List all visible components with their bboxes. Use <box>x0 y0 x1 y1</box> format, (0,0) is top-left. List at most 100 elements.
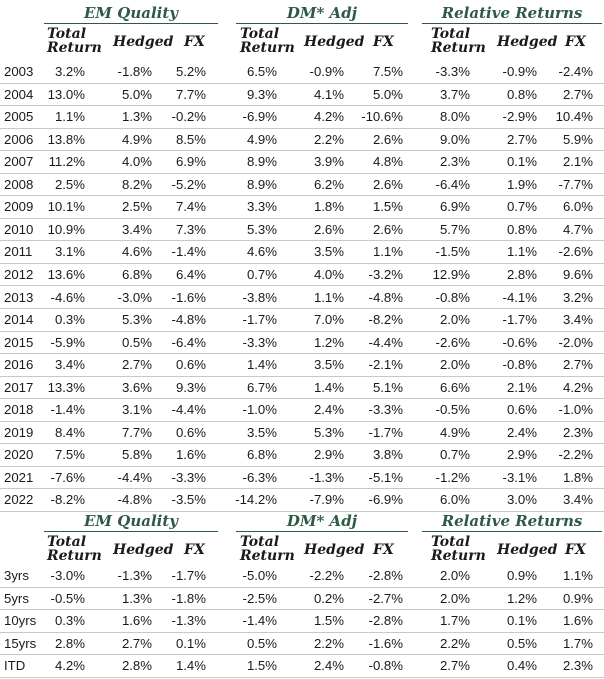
table-cell: 0.7% <box>506 199 537 215</box>
col-header-total-return: Total Return <box>240 534 295 564</box>
table-cell: 7.3% <box>175 221 206 237</box>
table-cell: -0.9% <box>502 64 537 79</box>
table-cell: 2.4% <box>506 424 537 440</box>
col-header-hedged: Hedged <box>113 542 174 558</box>
table-cell: 6.0% <box>562 199 593 215</box>
table-cell: -3.0% <box>50 568 85 583</box>
table-cell: 5.1% <box>372 379 403 395</box>
table-cell: -5.1% <box>368 469 403 485</box>
row-label: 2022 <box>4 492 34 508</box>
table-cell: -1.7% <box>368 424 403 440</box>
row-label: 2010 <box>4 221 34 237</box>
table-cell: 8.4% <box>54 424 85 440</box>
table-cell: -1.7% <box>171 568 206 583</box>
table-cell: -0.8% <box>368 658 403 674</box>
table-cell: -3.5% <box>171 492 206 508</box>
row-label: 3yrs <box>4 568 29 583</box>
table-cell: -1.7% <box>242 312 277 328</box>
col-header-total-return: Total Return <box>431 26 486 56</box>
table-cell: 1.2% <box>313 334 344 350</box>
table-cell: 1.6% <box>121 613 152 629</box>
table-cell: -1.4% <box>50 402 85 418</box>
table-row: 2009 10.1% 2.5% 7.4% 3.3% 1.8% 1.5% 6.9% 0.7% 6.0… <box>0 196 604 219</box>
table-row: 2021 -7.6% -4.4% -3.3% -6.3% -1.3% -5.1% -1.2% -… <box>0 467 604 490</box>
table-row: ITD 4.2% 2.8% 1.4% 1.5% 2.4% -0.8% 2.7% 0.4% 2.3% <box>0 655 604 678</box>
table-cell: 2.2% <box>439 635 470 651</box>
table-cell: 3.0% <box>506 492 537 508</box>
table-cell: 5.9% <box>562 131 593 147</box>
table-cell: 2.0% <box>439 312 470 328</box>
table-cell: 4.0% <box>313 266 344 282</box>
table-cell: 8.2% <box>121 176 152 192</box>
row-label: ITD <box>4 658 26 674</box>
table-cell: 2.9% <box>313 447 344 463</box>
table-cell: -2.6% <box>435 334 470 350</box>
table-cell: 7.0% <box>313 312 344 328</box>
col-header-fx: FX <box>373 34 394 50</box>
table-row: 2004 13.0% 5.0% 7.7% 9.3% 4.1% 5.0% 3.7% 0.8% 2.7… <box>0 84 604 107</box>
row-label: 2008 <box>4 176 34 192</box>
table-cell: 1.9% <box>506 176 537 192</box>
table-cell: 3.7% <box>439 86 470 102</box>
table-cell: 6.7% <box>246 379 277 395</box>
row-label: 2005 <box>4 109 34 125</box>
table-cell: 2.8% <box>506 266 537 282</box>
row-label: 2018 <box>4 402 34 418</box>
table-cell: 2.5% <box>54 176 85 192</box>
table-row: 2019 8.4% 7.7% 0.6% 3.5% 5.3% -1.7% 4.9% 2.4% 2.3… <box>0 422 604 445</box>
table-cell: 8.9% <box>246 176 277 192</box>
table-cell: 3.9% <box>313 154 344 170</box>
table-cell: 5.7% <box>439 221 470 237</box>
table-cell: 1.4% <box>313 379 344 395</box>
table-cell: 1.1% <box>54 109 85 125</box>
table-cell: 9.0% <box>439 131 470 147</box>
table-cell: -4.1% <box>502 289 537 305</box>
row-label: 2016 <box>4 357 34 373</box>
table-cell: 4.0% <box>121 154 152 170</box>
row-label: 2020 <box>4 447 34 463</box>
table-cell: -8.2% <box>50 492 85 508</box>
table-cell: 5.3% <box>313 424 344 440</box>
table-cell: 1.6% <box>562 613 593 629</box>
table-cell: 0.7% <box>439 447 470 463</box>
table-cell: 8.5% <box>175 131 206 147</box>
table-cell: 3.5% <box>313 244 344 260</box>
table-cell: 8.9% <box>246 154 277 170</box>
table-row: 2010 10.9% 3.4% 7.3% 5.3% 2.6% 2.6% 5.7% 0.8% 4.7… <box>0 219 604 242</box>
table-cell: 2.7% <box>121 357 152 373</box>
table-cell: -2.7% <box>368 590 403 606</box>
table-cell: -6.9% <box>368 492 403 508</box>
table-cell: 3.1% <box>121 402 152 418</box>
table-cell: 2.2% <box>313 635 344 651</box>
table-cell: 0.5% <box>121 334 152 350</box>
table-cell: -1.6% <box>368 635 403 651</box>
row-label: 15yrs <box>4 635 37 651</box>
table-cell: -1.4% <box>242 613 277 629</box>
table-cell: 13.8% <box>47 131 85 147</box>
group-header-em-quality: EM Quality <box>44 4 218 24</box>
table-cell: 2.0% <box>439 568 470 583</box>
table-cell: 3.4% <box>121 221 152 237</box>
row-label: 2011 <box>4 244 33 260</box>
table-cell: 6.8% <box>246 447 277 463</box>
table-cell: 2.8% <box>121 658 152 674</box>
row-label: 2017 <box>4 379 34 395</box>
table-cell: -1.8% <box>117 64 152 79</box>
table-cell: 0.3% <box>54 312 85 328</box>
table-cell: 1.8% <box>313 199 344 215</box>
col-header-hedged: Hedged <box>304 34 365 50</box>
table-cell: 12.9% <box>432 266 470 282</box>
table-cell: -14.2% <box>235 492 277 508</box>
table-cell: 2.5% <box>121 199 152 215</box>
table-cell: 1.4% <box>246 357 277 373</box>
table-cell: -0.5% <box>50 590 85 606</box>
table-cell: -2.5% <box>242 590 277 606</box>
table-cell: -2.0% <box>558 334 593 350</box>
col-header-hedged: Hedged <box>497 34 558 50</box>
table-cell: 10.1% <box>47 199 85 215</box>
table-row: 2007 11.2% 4.0% 6.9% 8.9% 3.9% 4.8% 2.3% 0.1% 2.1… <box>0 151 604 174</box>
table-cell: 0.3% <box>54 613 85 629</box>
table-cell: 2.4% <box>313 658 344 674</box>
table-cell: -1.2% <box>435 469 470 485</box>
table-row: 2014 0.3% 5.3% -4.8% -1.7% 7.0% -8.2% 2.0% -1.7%… <box>0 309 604 332</box>
